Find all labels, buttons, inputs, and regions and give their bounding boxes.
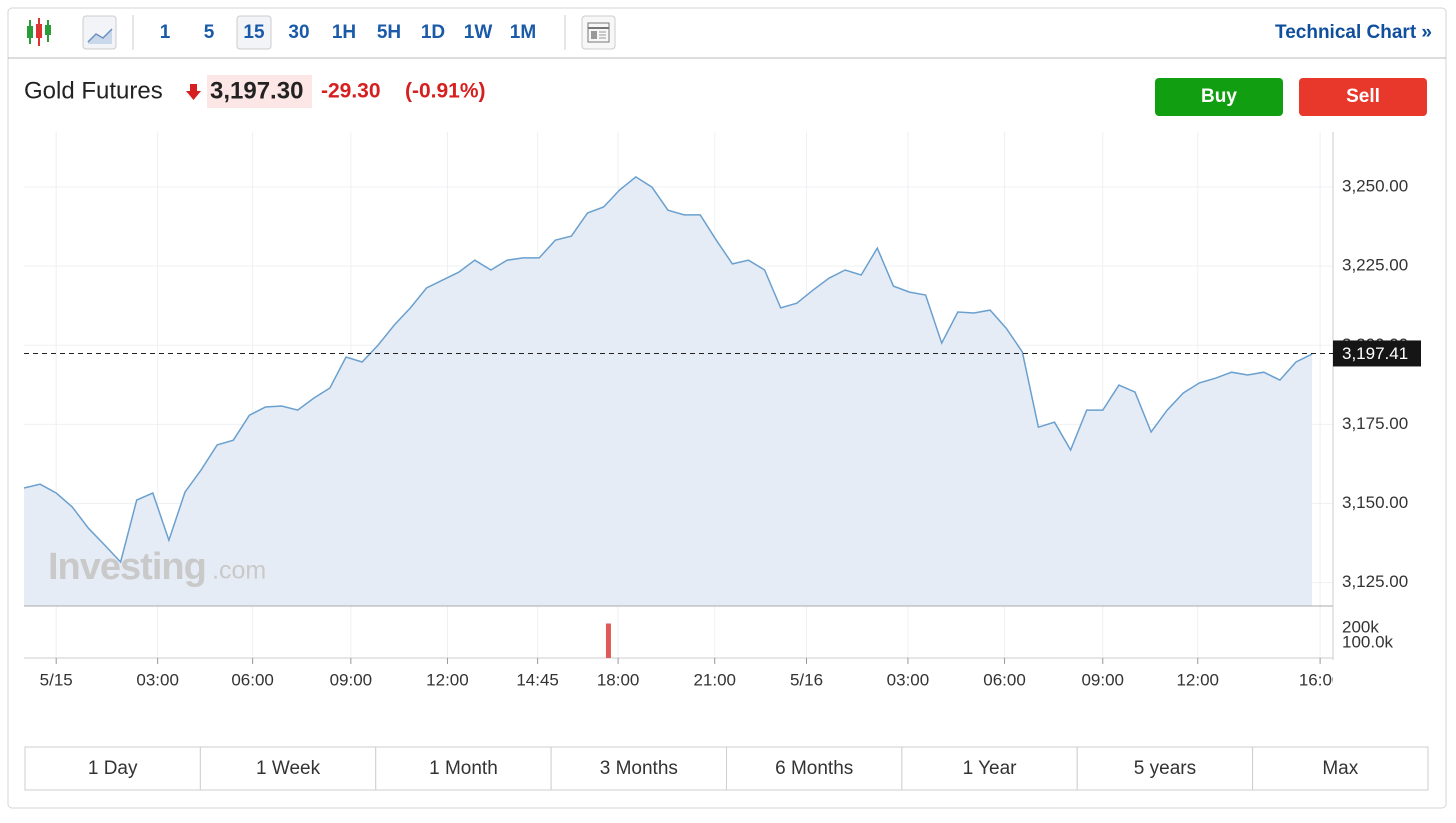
last-price-label: 3,197.41: [1342, 344, 1408, 363]
range-button[interactable]: [375, 746, 552, 791]
range-button[interactable]: [726, 746, 903, 791]
range-button[interactable]: [1252, 746, 1429, 791]
x-tick-label: 21:00: [693, 670, 736, 689]
interval-button[interactable]: 1: [160, 22, 171, 43]
range-button[interactable]: [24, 746, 201, 791]
range-label[interactable]: 6 Months: [775, 758, 853, 779]
interval-button[interactable]: 5: [204, 22, 215, 43]
x-tick-label: 18:00: [597, 670, 640, 689]
interval-button[interactable]: 1D: [421, 22, 445, 43]
x-tick-label: 09:00: [330, 670, 373, 689]
volume-bar: [605, 623, 611, 658]
sell-label[interactable]: Sell: [1346, 86, 1380, 107]
buy-label[interactable]: Buy: [1201, 86, 1237, 107]
interval-button[interactable]: 1H: [332, 22, 356, 43]
watermark-brand: Investing: [48, 546, 206, 588]
down-arrow: [186, 84, 201, 100]
x-tick-label: 14:45: [516, 670, 559, 689]
plot-clip: 5/15 03:00 06:00 09:00 12:00 14:45 18:00 21:00 5…: [40, 670, 1342, 689]
y-tick-label: 3,225.00: [1342, 256, 1408, 275]
area: [24, 176, 1313, 606]
change: -29.30: [321, 80, 381, 103]
range-label[interactable]: 5 years: [1134, 758, 1196, 779]
x-tick-label: 03:00: [887, 670, 930, 689]
y-tick-label: 3,125.00: [1342, 572, 1408, 591]
x-tick-label: 12:00: [426, 670, 469, 689]
x-tick-label: 06:00: [231, 670, 274, 689]
x-tick-label: 06:00: [983, 670, 1026, 689]
interval-button[interactable]: 30: [288, 22, 309, 43]
volume-tick-label: 100.0k: [1342, 632, 1394, 651]
chart: 5/15 03:00 06:00 09:00 12:00 14:45 18:00 21:00 5…: [23, 132, 1421, 689]
interval-button[interactable]: 1M: [510, 22, 536, 43]
sell-button[interactable]: Sell: [1299, 78, 1427, 116]
technical-chart-link[interactable]: Technical Chart »: [1275, 22, 1432, 43]
instrument-name: Gold Futures: [24, 77, 163, 104]
y-tick-label: 3,175.00: [1342, 414, 1408, 433]
range-label[interactable]: 3 Months: [600, 758, 678, 779]
x-tick-label: 09:00: [1081, 670, 1124, 689]
range-label[interactable]: Max: [1322, 758, 1358, 779]
area-icon[interactable]: [82, 15, 117, 50]
range-label[interactable]: 1 Year: [963, 758, 1018, 779]
x-tick-label: 16:00: [1299, 670, 1342, 689]
x-tick-label: 5/15: [40, 670, 73, 689]
price-line: [23, 175, 1313, 564]
x-tick-label: 12:00: [1176, 670, 1219, 689]
watermark-suffix: .com: [212, 557, 266, 585]
price-highlight: [207, 75, 312, 108]
range-button[interactable]: [1076, 746, 1254, 791]
range-label[interactable]: 1 Month: [429, 758, 498, 779]
y-tick-label: 3,150.00: [1342, 493, 1408, 512]
interval-button[interactable]: 5H: [377, 22, 401, 43]
selected-interval-box: [236, 15, 272, 50]
layout-icon[interactable]: [581, 15, 616, 50]
interval-button[interactable]: 15: [243, 22, 265, 43]
range-button[interactable]: [199, 746, 377, 791]
interval-button[interactable]: 1W: [464, 22, 493, 43]
range-button[interactable]: [901, 746, 1078, 791]
watermark: Investing .com: [48, 546, 266, 588]
x-tick-label: 03:00: [136, 670, 179, 689]
price: 3,197.30: [210, 77, 303, 104]
change-percent: (-0.91%): [405, 80, 486, 103]
range-label[interactable]: 1 Day: [88, 758, 138, 779]
y-tick-label: 3,250.00: [1342, 177, 1408, 196]
range-button[interactable]: [550, 746, 727, 791]
buy-button[interactable]: Buy: [1155, 78, 1283, 116]
range-label[interactable]: 1 Week: [256, 758, 321, 779]
candle-icon[interactable]: [27, 18, 51, 46]
volume-tick-label: 200k: [1342, 617, 1379, 636]
x-tick-label: 5/16: [790, 670, 823, 689]
last-price-box: [1333, 340, 1421, 367]
